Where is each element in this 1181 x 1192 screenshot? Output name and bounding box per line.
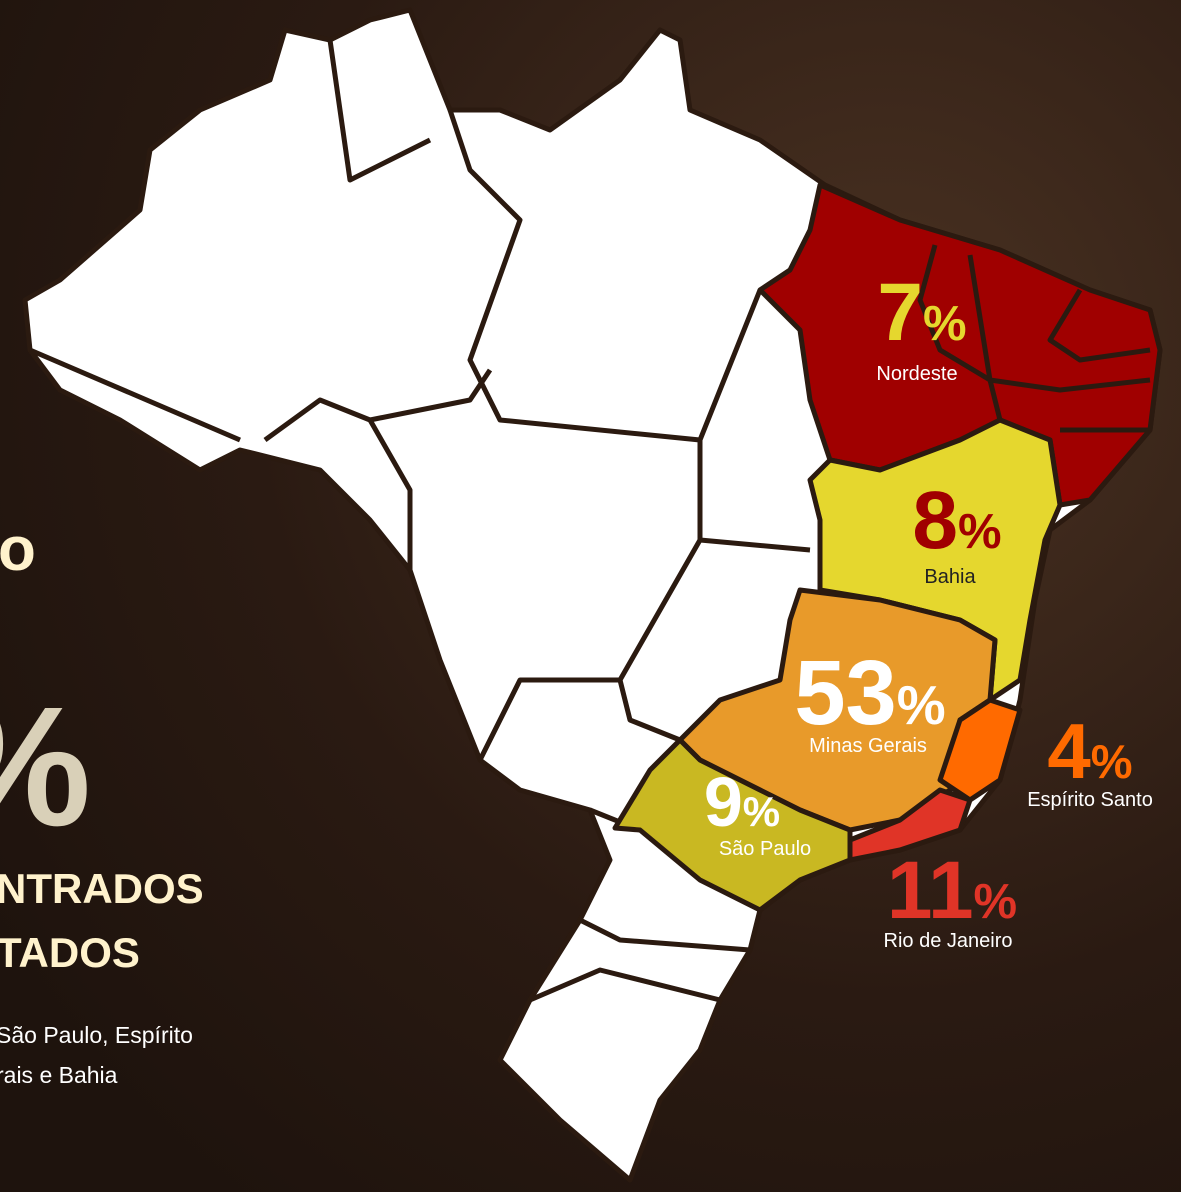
region-name: Minas Gerais [809, 735, 927, 757]
percent-value: 9 [704, 763, 743, 841]
percent-sign: % [897, 674, 946, 736]
percent-value: 53 [794, 642, 896, 744]
percent-value: 11 [887, 845, 974, 936]
region-name: Bahia [924, 566, 976, 588]
percent-sign: % [743, 788, 780, 835]
heading-tail: o [0, 515, 36, 584]
map-infographic: o % NTRADOS TADOS São Paulo, Espírito ra… [0, 0, 1181, 1192]
region-name: Nordeste [876, 363, 957, 385]
region-name: Rio de Janeiro [884, 930, 1013, 952]
percent-sign: % [958, 505, 1002, 559]
percent-sign: % [923, 297, 967, 351]
region-name: São Paulo [719, 838, 811, 860]
big-sign: % [0, 672, 91, 862]
percent-value: 8 [912, 475, 958, 566]
note-line: rais e Bahia [0, 1062, 118, 1088]
headline-line: TADOS [0, 929, 140, 976]
note-line: São Paulo, Espírito [0, 1022, 193, 1048]
percent-value: 7 [877, 267, 923, 358]
percent-sign: % [1091, 735, 1133, 788]
headline-line: NTRADOS [0, 865, 204, 912]
region-name: Espírito Santo [1027, 789, 1153, 811]
percent-value: 4 [1047, 707, 1090, 795]
percent-sign: % [974, 875, 1018, 929]
